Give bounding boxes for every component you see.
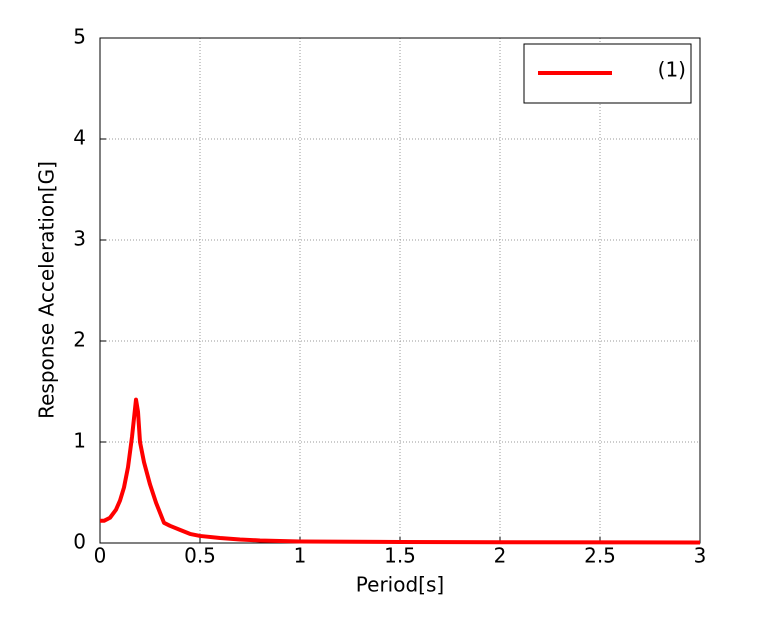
- y-tick-label: 2: [73, 328, 86, 352]
- x-tick-label: 2: [494, 544, 507, 568]
- y-tick-label: 1: [73, 429, 86, 453]
- x-tick-label: 1: [294, 544, 307, 568]
- y-axis-label: Response Acceleration[G]: [35, 161, 59, 419]
- x-tick-label: 0.5: [184, 544, 216, 568]
- data-line: [100, 397, 701, 545]
- x-tick-label: 3: [694, 544, 707, 568]
- legend-label: (1): [658, 58, 686, 82]
- x-tick-label: 0: [94, 544, 107, 568]
- y-tick-label: 5: [73, 25, 86, 49]
- y-tick-label: 0: [73, 530, 86, 554]
- y-tick-label: 4: [73, 126, 86, 150]
- y-tick-label: 3: [73, 227, 86, 251]
- x-tick-label: 1.5: [384, 544, 416, 568]
- x-axis-label: Period[s]: [356, 573, 444, 597]
- x-tick-label: 2.5: [584, 544, 616, 568]
